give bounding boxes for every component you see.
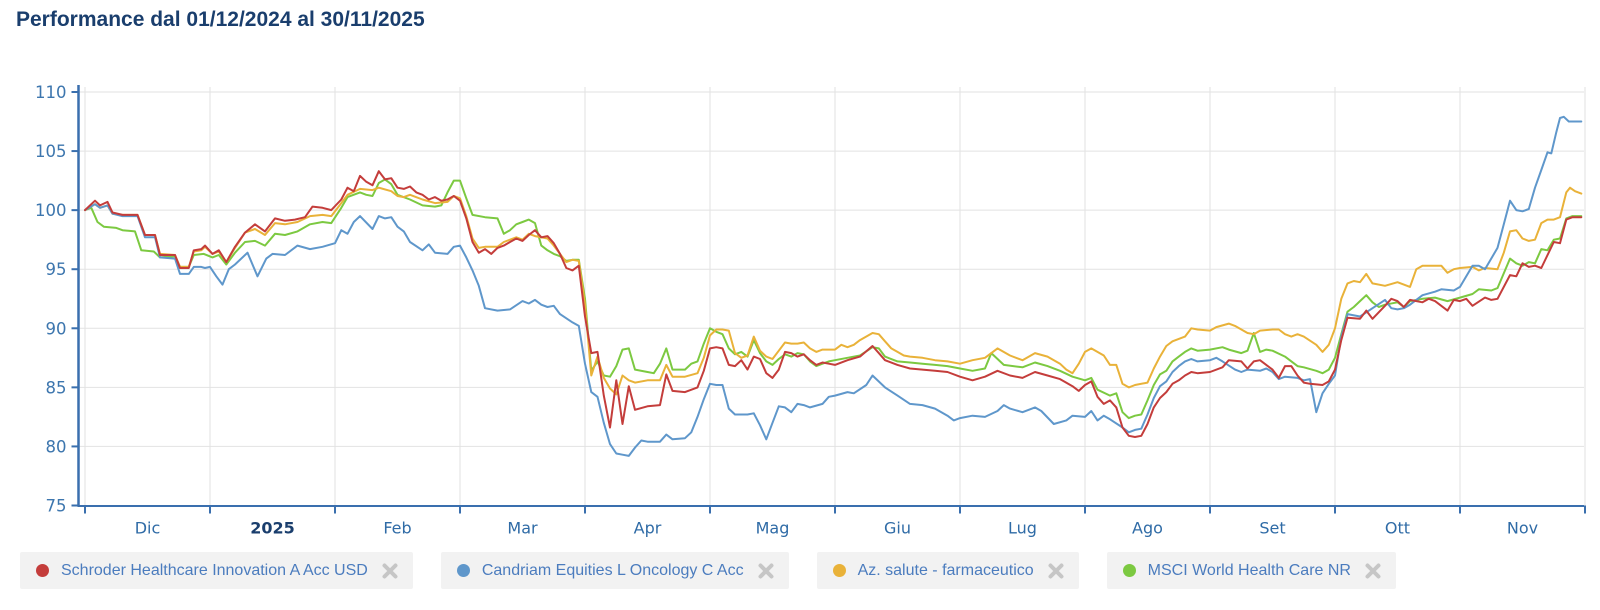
- chart-legend: Schroder Healthcare Innovation A Acc USD…: [20, 552, 1396, 589]
- chart-plot-area[interactable]: [79, 85, 1585, 507]
- x-close-icon[interactable]: [1365, 563, 1381, 579]
- legend-series-label: Az. salute - farmaceutico: [857, 561, 1034, 579]
- legend-series-label: MSCI World Health Care NR: [1147, 561, 1351, 579]
- x-close-icon[interactable]: [758, 563, 774, 579]
- y-axis-label: 80: [46, 437, 67, 456]
- series-line-0: [84, 170, 1583, 438]
- x-axis-label: Mag: [756, 519, 790, 538]
- series-line-2: [84, 186, 1583, 396]
- x-axis-label: 2025: [250, 519, 295, 538]
- x-axis-label: Dic: [135, 519, 161, 538]
- legend-item: Az. salute - farmaceutico: [816, 552, 1079, 589]
- y-axis-label: 85: [46, 378, 67, 397]
- legend-item: MSCI World Health Care NR: [1106, 552, 1396, 589]
- x-axis-label: Set: [1259, 519, 1285, 538]
- legend-item: Candriam Equities L Oncology C Acc: [440, 552, 789, 589]
- y-axis-label: 95: [46, 260, 67, 279]
- y-axis-label: 100: [35, 201, 67, 220]
- page-title: Performance dal 01/12/2024 al 30/11/2025: [16, 8, 425, 31]
- x-axis-label: Lug: [1008, 519, 1037, 538]
- legend-series-dot: [36, 564, 49, 577]
- x-axis-label: Nov: [1507, 519, 1538, 538]
- x-close-icon[interactable]: [1048, 563, 1064, 579]
- x-axis-label: Giu: [884, 519, 911, 538]
- series-line-3: [84, 178, 1583, 420]
- legend-item: Schroder Healthcare Innovation A Acc USD: [20, 552, 413, 589]
- legend-series-dot: [832, 564, 846, 577]
- legend-series-dot: [1122, 564, 1136, 577]
- y-axis-label: 105: [35, 142, 67, 161]
- x-axis-label: Ago: [1132, 519, 1163, 538]
- performance-chart: 75 80 85 90 95 100 105 110 Dic 2025 Feb Mar Apr Mag Gi…: [35, 83, 1586, 538]
- x-axis-label: Feb: [383, 519, 411, 538]
- y-axis-label: 75: [46, 497, 67, 516]
- y-axis-label: 90: [46, 319, 67, 338]
- legend-series-label: Schroder Healthcare Innovation A Acc USD: [61, 561, 368, 579]
- x-axis-label: Ott: [1385, 519, 1410, 538]
- y-axis-label: 110: [35, 83, 67, 102]
- x-close-icon[interactable]: [382, 563, 398, 579]
- legend-series-label: Candriam Equities L Oncology C Acc: [481, 561, 744, 579]
- x-axis-label: Apr: [634, 519, 662, 538]
- x-axis-label: Mar: [507, 519, 538, 538]
- legend-series-dot: [456, 564, 470, 577]
